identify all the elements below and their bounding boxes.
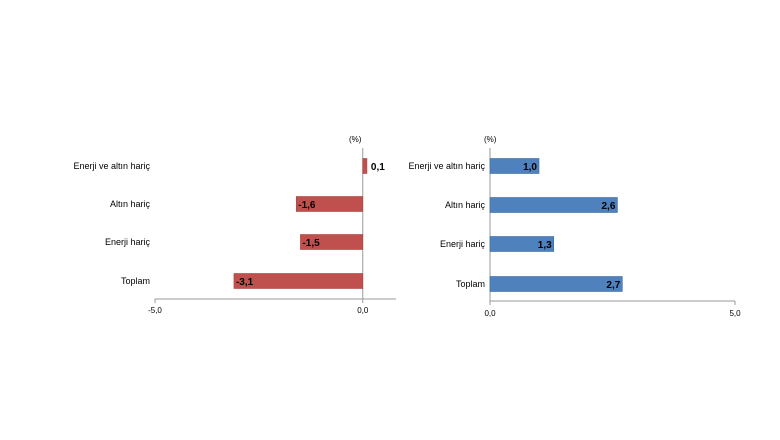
right-bar-chart: (%) 0,0 5,0 Enerji ve altın hariç Altın … — [408, 135, 741, 318]
right-bar-0 — [489, 158, 540, 174]
right-category-label-energy: Enerji hariç — [440, 239, 486, 249]
right-data-label-energy: 1,3 — [538, 240, 552, 251]
left-bar-0 — [362, 158, 368, 174]
right-tick-marks — [489, 301, 736, 305]
right-unit-label: (%) — [484, 135, 497, 144]
right-bars-group — [489, 158, 623, 292]
right-bar-2 — [489, 236, 555, 252]
right-tick-label-zero: 0,0 — [484, 309, 496, 318]
left-bar-1 — [295, 196, 364, 212]
right-category-label-gold: Altın hariç — [445, 200, 486, 210]
left-bar-chart: (%) -5,0 0,0 Enerji ve altın hariç Altın… — [73, 135, 396, 315]
left-unit-label: (%) — [349, 135, 362, 144]
left-bar-3 — [233, 273, 364, 289]
left-category-label-energy-gold: Enerji ve altın hariç — [73, 161, 150, 171]
right-data-label-gold: 2,6 — [601, 201, 615, 212]
left-data-label-energy-gold: 0,1 — [371, 162, 385, 173]
right-data-label-energy-gold: 1,0 — [523, 162, 537, 173]
left-tick-label-zero: 0,0 — [357, 306, 369, 315]
left-data-label-energy: -1,5 — [302, 238, 320, 249]
right-bar-1 — [489, 197, 618, 213]
left-data-label-gold: -1,6 — [298, 200, 316, 211]
right-tick-label-max: 5,0 — [729, 309, 741, 318]
right-category-label-energy-gold: Enerji ve altın hariç — [408, 161, 485, 171]
right-bar-3 — [489, 276, 623, 292]
left-category-label-energy: Enerji hariç — [105, 237, 151, 247]
right-data-label-total: 2,7 — [606, 280, 620, 291]
right-category-label-total: Toplam — [456, 279, 485, 289]
left-category-label-total: Toplam — [121, 276, 150, 286]
left-bar-2 — [300, 234, 364, 250]
left-data-label-total: -3,1 — [236, 277, 254, 288]
left-tick-marks — [154, 299, 364, 303]
left-category-label-gold: Altın hariç — [110, 199, 151, 209]
left-bars-group — [233, 158, 368, 289]
left-tick-label-min: -5,0 — [148, 306, 162, 315]
